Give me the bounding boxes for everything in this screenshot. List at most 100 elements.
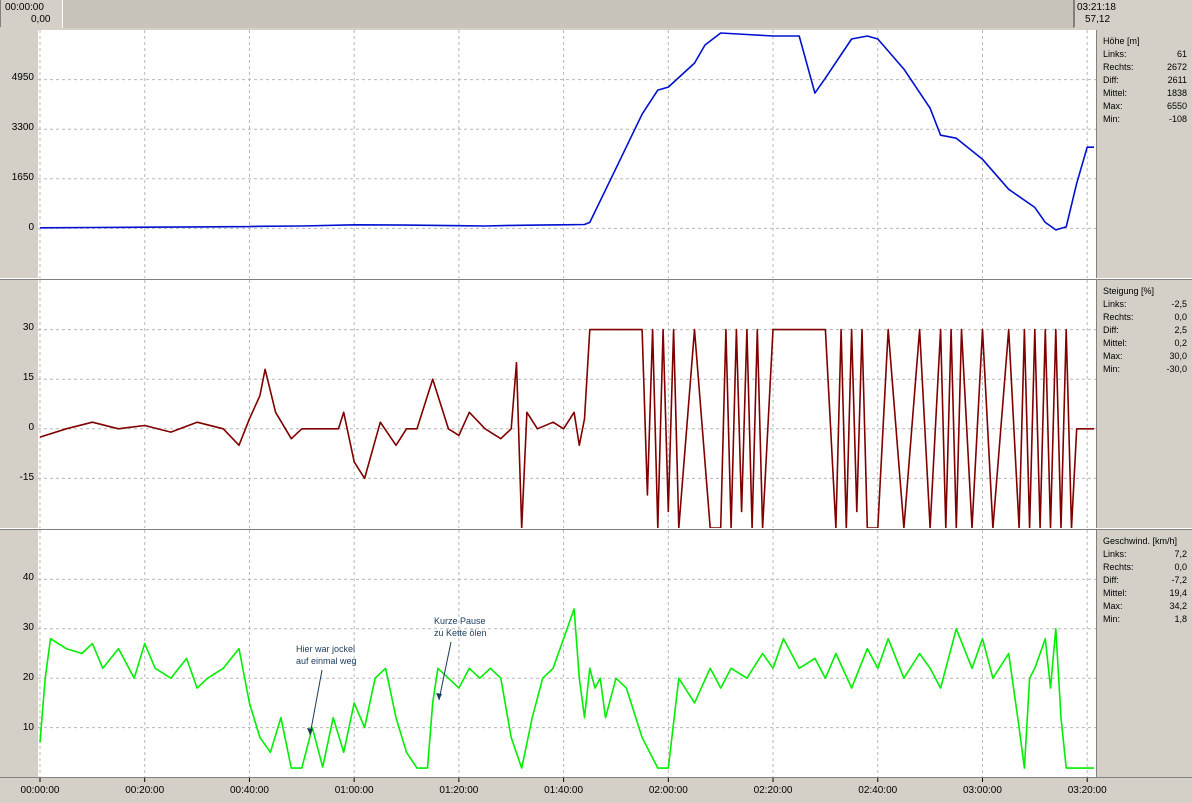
time-axis-svg: 00:00:00 00:20:00 00:40:00 01:00:00 01:20:00…: [21, 778, 1107, 796]
speed-title: Geschwind. [km/h]: [1103, 536, 1178, 546]
stat-row: Diff: -7,2: [1103, 574, 1187, 587]
altitude-ytick: 4950: [11, 72, 34, 83]
stat-row: Links: -2,5: [1103, 298, 1187, 311]
speed-plot[interactable]: Hier war jockel auf einmal weg Kurze Pause…: [38, 530, 1096, 777]
time-axis-label: 01:40:00: [544, 785, 583, 796]
stat-value: -108: [1168, 114, 1187, 124]
range-right-handle[interactable]: 03:21:18 57,12: [1074, 0, 1192, 27]
stat-row: Links: 7,2: [1103, 548, 1187, 561]
series-line: [39, 608, 1094, 769]
time-axis-label: 03:20:00: [1068, 785, 1107, 796]
speed-ytick: 20: [22, 672, 34, 683]
time-axis-label: 00:40:00: [230, 785, 269, 796]
stat-row: Diff: 2611: [1103, 74, 1187, 87]
stat-key: Rechts:: [1103, 312, 1134, 322]
altitude-ytick: 1650: [11, 172, 34, 183]
stat-key: Links:: [1103, 549, 1127, 559]
stat-key: Mittel:: [1103, 88, 1128, 98]
stat-value: 2,5: [1174, 325, 1187, 335]
annotation-text: auf einmal weg: [296, 656, 357, 666]
gradient-ytick: 0: [28, 422, 34, 433]
panel-divider[interactable]: [0, 278, 1192, 280]
range-right-value: 57,12: [1085, 14, 1111, 25]
altitude-ytick: 3300: [11, 122, 34, 133]
stat-row: Min: 1,8: [1103, 613, 1187, 626]
time-axis-label: 00:20:00: [125, 785, 164, 796]
time-axis-label: 03:00:00: [963, 785, 1002, 796]
gradient-y-axis: 30 15 0 -15: [0, 280, 38, 528]
stat-key: Links:: [1103, 49, 1127, 59]
stat-value: 2672: [1166, 62, 1187, 72]
stat-value: -2,5: [1171, 299, 1187, 309]
stat-key: Mittel:: [1103, 338, 1128, 348]
stat-row: Rechts: 0,0: [1103, 311, 1187, 324]
time-axis-label: 00:00:00: [21, 785, 60, 796]
stat-row: Mittel: 1838: [1103, 87, 1187, 100]
stat-value: 34,2: [1169, 601, 1187, 611]
range-left-time: 00:00:00: [5, 2, 44, 13]
speed-ytick: 30: [22, 622, 34, 633]
stat-key: Links:: [1103, 299, 1127, 309]
gradient-chart-svg: [38, 280, 1096, 529]
annotation-arrow: [438, 641, 452, 701]
altitude-title: Höhe [m]: [1103, 36, 1140, 46]
stat-row: Max: 6550: [1103, 100, 1187, 113]
stat-row: Min: -108: [1103, 113, 1187, 126]
annotation-text: Hier war jockel: [296, 644, 355, 654]
stat-key: Min:: [1103, 364, 1121, 374]
gradient-ytick: -15: [19, 472, 34, 483]
stat-value: 2611: [1167, 75, 1187, 85]
time-range-bar[interactable]: 00:00:00 0,00 03:21:18 57,12: [0, 0, 1192, 31]
stat-key: Max:: [1103, 101, 1123, 111]
stat-key: Diff:: [1103, 575, 1119, 585]
range-track[interactable]: [62, 0, 1074, 28]
altitude-chart-svg: [38, 30, 1096, 278]
stat-row: Links: 61: [1103, 48, 1187, 61]
stat-value: 1,8: [1174, 614, 1187, 624]
annotation-text: zu Kette ölen: [434, 628, 487, 638]
stat-row: Rechts: 2672: [1103, 61, 1187, 74]
time-axis-label: 02:00:00: [649, 785, 688, 796]
stat-key: Max:: [1103, 601, 1123, 611]
time-axis-label: 01:20:00: [439, 785, 478, 796]
annotation-arrow: [309, 669, 323, 736]
stat-value: 0,0: [1174, 312, 1187, 322]
stat-key: Rechts:: [1103, 562, 1134, 572]
stat-value: 7,2: [1174, 549, 1187, 559]
stat-row: Min: -30,0: [1103, 363, 1187, 376]
stat-value: -7,2: [1171, 575, 1187, 585]
annotation-text: Kurze Pause: [434, 616, 486, 626]
stat-value: 6550: [1166, 101, 1187, 111]
stat-row: Max: 30,0: [1103, 350, 1187, 363]
speed-ytick: 10: [22, 722, 34, 733]
stat-row: Rechts: 0,0: [1103, 561, 1187, 574]
stat-key: Max:: [1103, 351, 1123, 361]
stat-row: Mittel: 0,2: [1103, 337, 1187, 350]
stat-row: Max: 34,2: [1103, 600, 1187, 613]
altitude-plot[interactable]: [38, 30, 1096, 278]
time-axis: 00:00:00 00:20:00 00:40:00 01:00:00 01:20:00…: [0, 777, 1192, 800]
speed-chart-svg: Hier war jockel auf einmal weg Kurze Pause…: [38, 530, 1096, 777]
stat-key: Mittel:: [1103, 588, 1128, 598]
stat-value: 0,2: [1174, 338, 1187, 348]
range-left-value: 0,00: [31, 14, 51, 25]
gradient-ytick: 15: [22, 372, 34, 383]
annotation-arrowhead: [307, 728, 313, 735]
stat-value: 19,4: [1169, 588, 1187, 598]
altitude-y-axis: 4950 3300 1650 0: [0, 30, 38, 278]
altitude-stats-panel: Höhe [m] Links: 61 Rechts: 2672 Diff: 2611 …: [1096, 30, 1192, 278]
range-left-handle[interactable]: 00:00:00 0,00: [0, 0, 64, 27]
gradient-title: Steigung [%]: [1103, 286, 1155, 296]
annotation-arrowhead: [436, 693, 442, 700]
panel-divider[interactable]: [0, 528, 1192, 530]
speed-stats-panel: Geschwind. [km/h] Links: 7,2 Rechts: 0,0 D…: [1096, 530, 1192, 777]
gradient-stats-panel: Steigung [%] Links: -2,5 Rechts: 0,0 Diff:…: [1096, 280, 1192, 528]
stat-key: Min:: [1103, 614, 1121, 624]
gradient-ytick: 30: [22, 322, 34, 333]
stat-row: Diff: 2,5: [1103, 324, 1187, 337]
stat-value: 61: [1176, 49, 1187, 59]
time-axis-label: 01:00:00: [335, 785, 374, 796]
stat-value: 0,0: [1174, 562, 1187, 572]
gradient-plot[interactable]: [38, 280, 1096, 529]
